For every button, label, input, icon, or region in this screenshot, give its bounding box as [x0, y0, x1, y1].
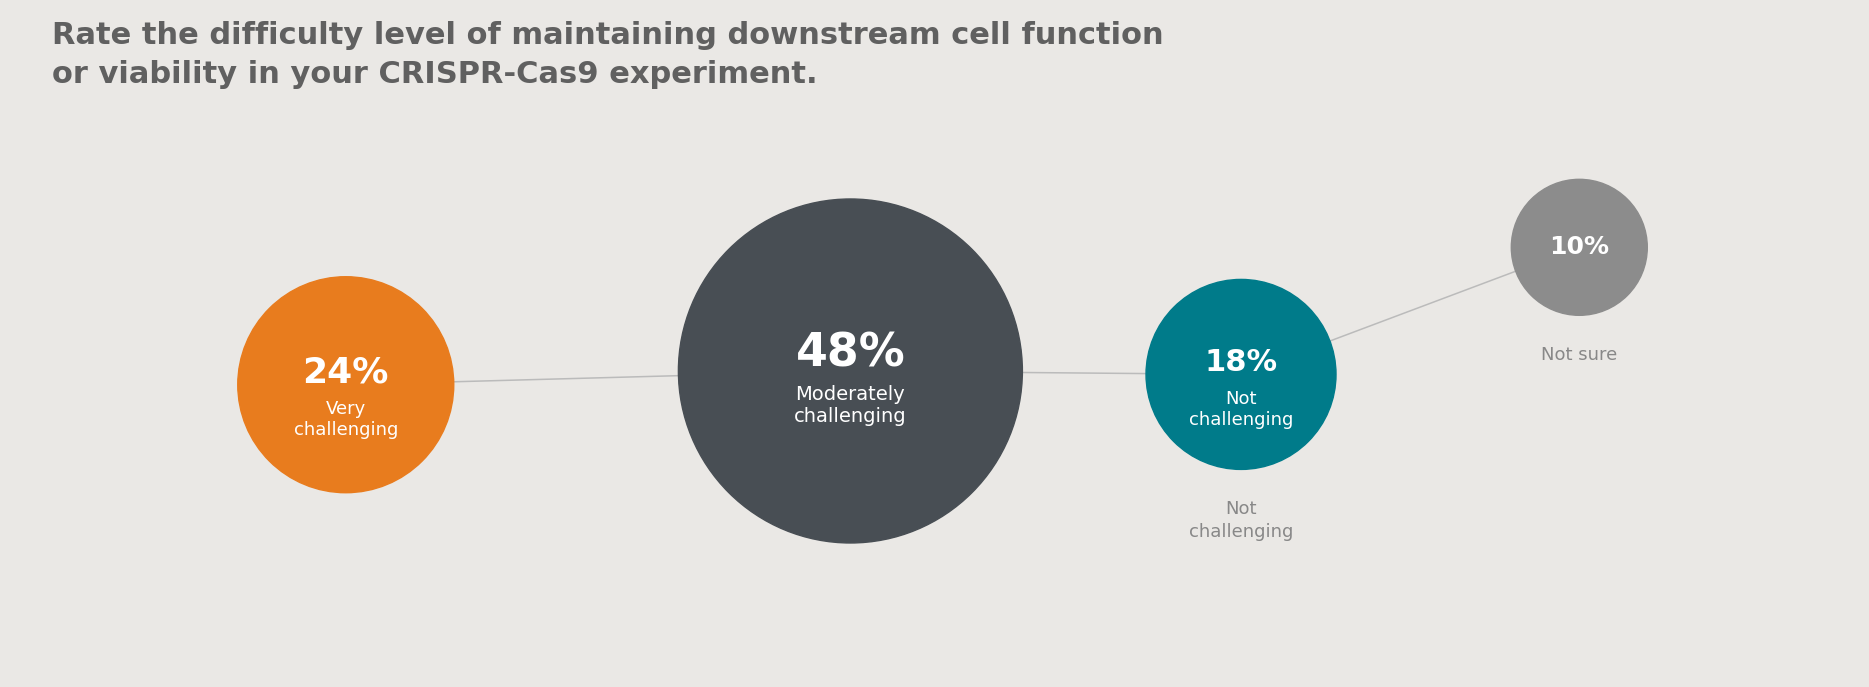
Text: Not
challenging: Not challenging [1189, 390, 1293, 429]
Text: Not sure: Not sure [1542, 346, 1617, 364]
Text: 10%: 10% [1549, 236, 1609, 259]
Ellipse shape [678, 199, 1022, 543]
Text: 18%: 18% [1204, 348, 1278, 376]
Text: 48%: 48% [796, 331, 905, 376]
Text: Very
challenging: Very challenging [293, 400, 398, 439]
Text: Rate the difficulty level of maintaining downstream cell function
or viability i: Rate the difficulty level of maintaining… [52, 21, 1164, 89]
Text: 24%: 24% [303, 355, 389, 390]
Ellipse shape [237, 277, 454, 493]
Ellipse shape [1512, 179, 1647, 315]
Ellipse shape [1146, 280, 1336, 469]
Text: Moderately
challenging: Moderately challenging [794, 385, 906, 427]
Text: Not
challenging: Not challenging [1189, 500, 1293, 541]
